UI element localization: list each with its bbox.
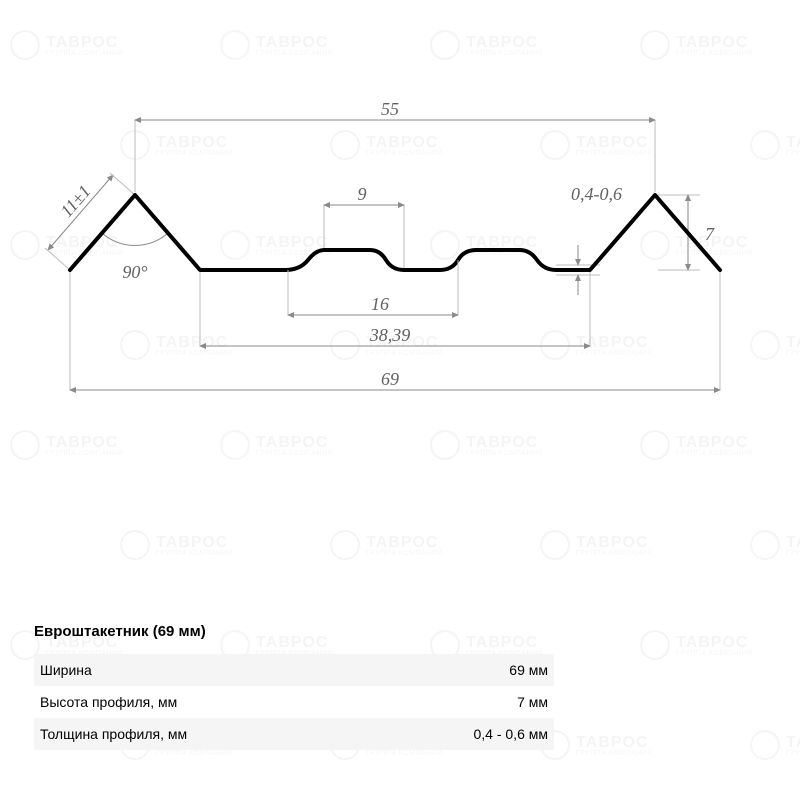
spec-row: Высота профиля, мм 7 мм <box>34 686 554 718</box>
label-16: 16 <box>371 294 389 314</box>
profile-path <box>70 195 720 270</box>
spec-value: 0,4 - 0,6 мм <box>473 726 548 742</box>
label-9: 9 <box>358 184 367 204</box>
spec-title: Евроштакетник (69 мм) <box>34 623 554 640</box>
label-55: 55 <box>381 100 399 119</box>
label-11: 11±1 <box>56 181 94 221</box>
ext-11-b <box>110 173 135 195</box>
spec-value: 7 мм <box>517 694 548 710</box>
label-3839: 38,39 <box>369 325 411 345</box>
spec-label: Высота профиля, мм <box>40 694 177 710</box>
profile-diagram: 55 11±1 90° 9 0,4-0,6 7 16 38,39 69 <box>40 100 760 430</box>
spec-row: Толщина профиля, мм 0,4 - 0,6 мм <box>34 718 554 750</box>
spec-label: Толщина профиля, мм <box>40 726 187 742</box>
spec-row: Ширина 69 мм <box>34 654 554 686</box>
label-7: 7 <box>705 224 715 244</box>
arc-90 <box>102 233 168 245</box>
spec-table: Евроштакетник (69 мм) Ширина 69 мм Высот… <box>34 623 554 750</box>
label-69: 69 <box>381 369 399 389</box>
spec-label: Ширина <box>40 662 92 678</box>
label-90: 90° <box>122 262 147 282</box>
label-0406: 0,4-0,6 <box>571 184 622 204</box>
ext-11-a <box>45 248 70 270</box>
spec-value: 69 мм <box>509 662 548 678</box>
